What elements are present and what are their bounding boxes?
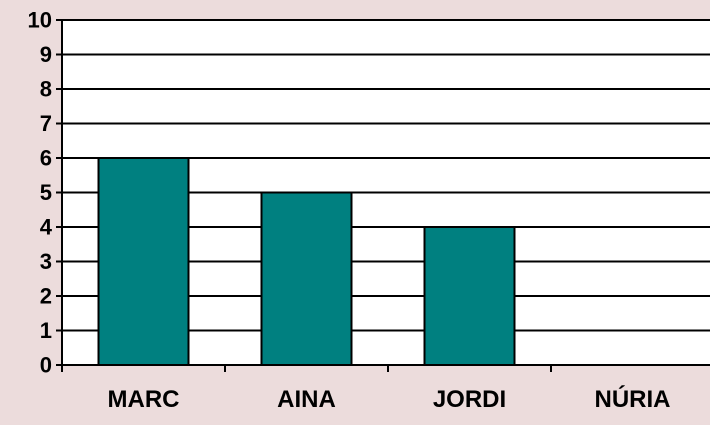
y-tick-label: 6 (40, 146, 52, 171)
y-tick-label: 1 (40, 318, 52, 343)
y-tick-label: 2 (40, 284, 52, 309)
y-tick-labels: 0 1 2 3 4 5 6 7 8 9 10 (28, 8, 53, 378)
y-tick-label: 5 (40, 180, 52, 205)
y-tick-label: 4 (40, 215, 53, 240)
bar-aina (260, 191, 353, 366)
x-tick-label: MARC (108, 386, 180, 413)
x-tick-label: AINA (277, 386, 336, 413)
y-tick-label: 10 (28, 8, 52, 33)
bars (97, 157, 516, 366)
y-tick-label: 9 (40, 42, 52, 67)
axes (56, 19, 710, 372)
y-tick-label: 8 (40, 77, 52, 102)
y-tick-label: 7 (40, 111, 52, 136)
y-tick-label: 3 (40, 249, 52, 274)
x-tick-labels: MARC AINA JORDI NÚRIA (108, 385, 671, 413)
x-tick-label: JORDI (433, 386, 506, 413)
bar-jordi (423, 226, 516, 366)
bar-marc (97, 157, 190, 366)
y-tick-label: 0 (40, 353, 52, 378)
x-tick-label: NÚRIA (595, 385, 671, 413)
